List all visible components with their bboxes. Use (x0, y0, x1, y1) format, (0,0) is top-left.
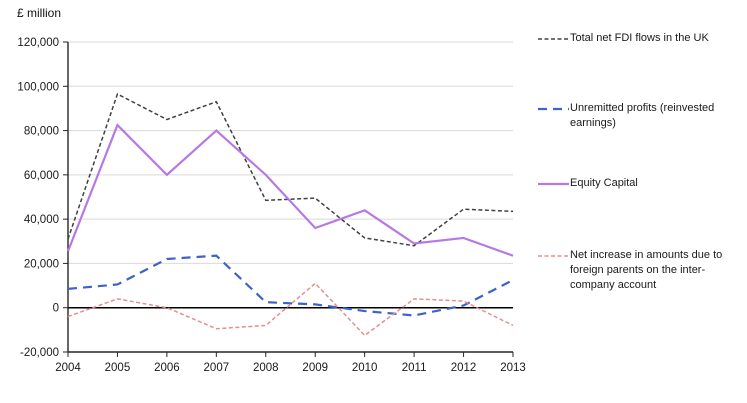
legend-entry-total-net-fdi: Total net FDI flows in the UK (538, 31, 745, 46)
x-tick-label: 2007 (204, 362, 230, 374)
legend-entry-net-increase-intercompany: Net increase in amounts due to foreign p… (538, 248, 745, 293)
legend-line-sample-icon (538, 182, 569, 186)
y-tick-label: 0 (53, 303, 59, 315)
x-tick-label: 2005 (105, 362, 131, 374)
legend-label: Net increase in amounts due to foreign p… (570, 249, 723, 291)
legend-line-sample-icon (538, 38, 569, 40)
y-tick-label: 20,000 (24, 258, 59, 270)
y-tick-label: 60,000 (24, 170, 59, 182)
y-tick-label: 120,000 (17, 37, 59, 49)
legend-label: Total net FDI flows in the UK (570, 32, 709, 44)
y-tick-label: -20,000 (20, 347, 59, 359)
x-tick-label: 2006 (154, 362, 180, 374)
x-tick-label: 2011 (402, 362, 427, 374)
y-tick-label: 40,000 (24, 214, 59, 226)
series-line-3 (67, 282, 514, 337)
legend-entry-equity-capital: Equity Capital (538, 176, 745, 191)
y-axis-title: £ million (17, 6, 62, 20)
x-tick-label: 2012 (451, 362, 477, 374)
series-line-1 (67, 254, 514, 317)
x-tick-label: 2008 (253, 362, 279, 374)
legend-label: Equity Capital (570, 177, 638, 189)
legend-label: Unremitted profits (reinvested earnings) (570, 102, 715, 129)
x-tick-label: 2013 (500, 362, 526, 374)
series-line-0 (67, 92, 514, 247)
legend-line-sample-icon (538, 255, 569, 257)
y-tick-label: 100,000 (17, 81, 59, 93)
x-tick-label: 2009 (302, 362, 328, 374)
legend-entry-unremitted-profits: Unremitted profits (reinvested earnings) (538, 101, 745, 131)
y-tick-label: 80,000 (24, 126, 59, 138)
legend-line-sample-icon (538, 107, 569, 111)
x-tick-label: 2004 (55, 362, 81, 374)
series-line-2 (66, 123, 514, 257)
x-tick-label: 2010 (352, 362, 378, 374)
